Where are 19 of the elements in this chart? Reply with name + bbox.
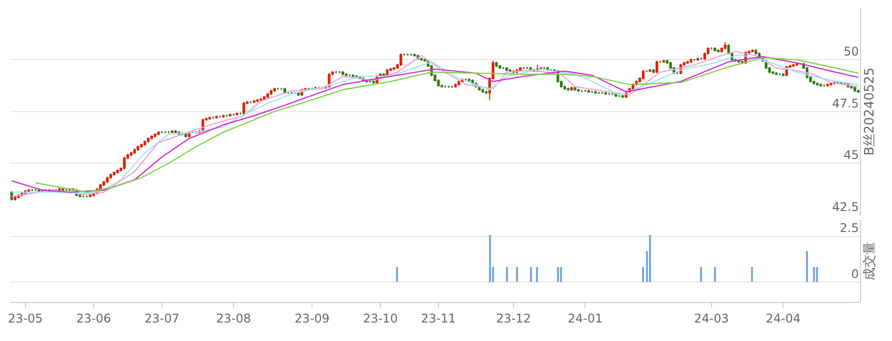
x-tick-label: 23-11	[420, 311, 456, 326]
y-tick-label: 0	[851, 266, 859, 281]
x-tick-label: 23-12	[496, 311, 531, 326]
y-tick-label: 2.5	[840, 221, 859, 236]
x-tick-label: 24-03	[694, 311, 729, 326]
y-tick-label: 47.5	[832, 96, 859, 110]
x-tick-label: 24-04	[766, 311, 801, 326]
x-tick-label: 23-08	[216, 311, 252, 326]
x-tick-label: 23-05	[8, 311, 43, 326]
y-tick-label: 42.5	[832, 200, 859, 214]
y-tick-label: 50	[844, 44, 859, 59]
x-tick-label: 23-09	[294, 311, 330, 326]
x-tick-label: 23-06	[76, 311, 112, 326]
y-axis-title: B丝20240525	[862, 67, 878, 156]
y-axis-title: 成交量	[862, 241, 878, 280]
x-tick-label: 23-10	[362, 311, 398, 326]
x-tick-label: 23-07	[144, 311, 180, 326]
x-tick-label: 24-01	[568, 311, 603, 326]
y-tick-label: 45	[844, 148, 859, 162]
